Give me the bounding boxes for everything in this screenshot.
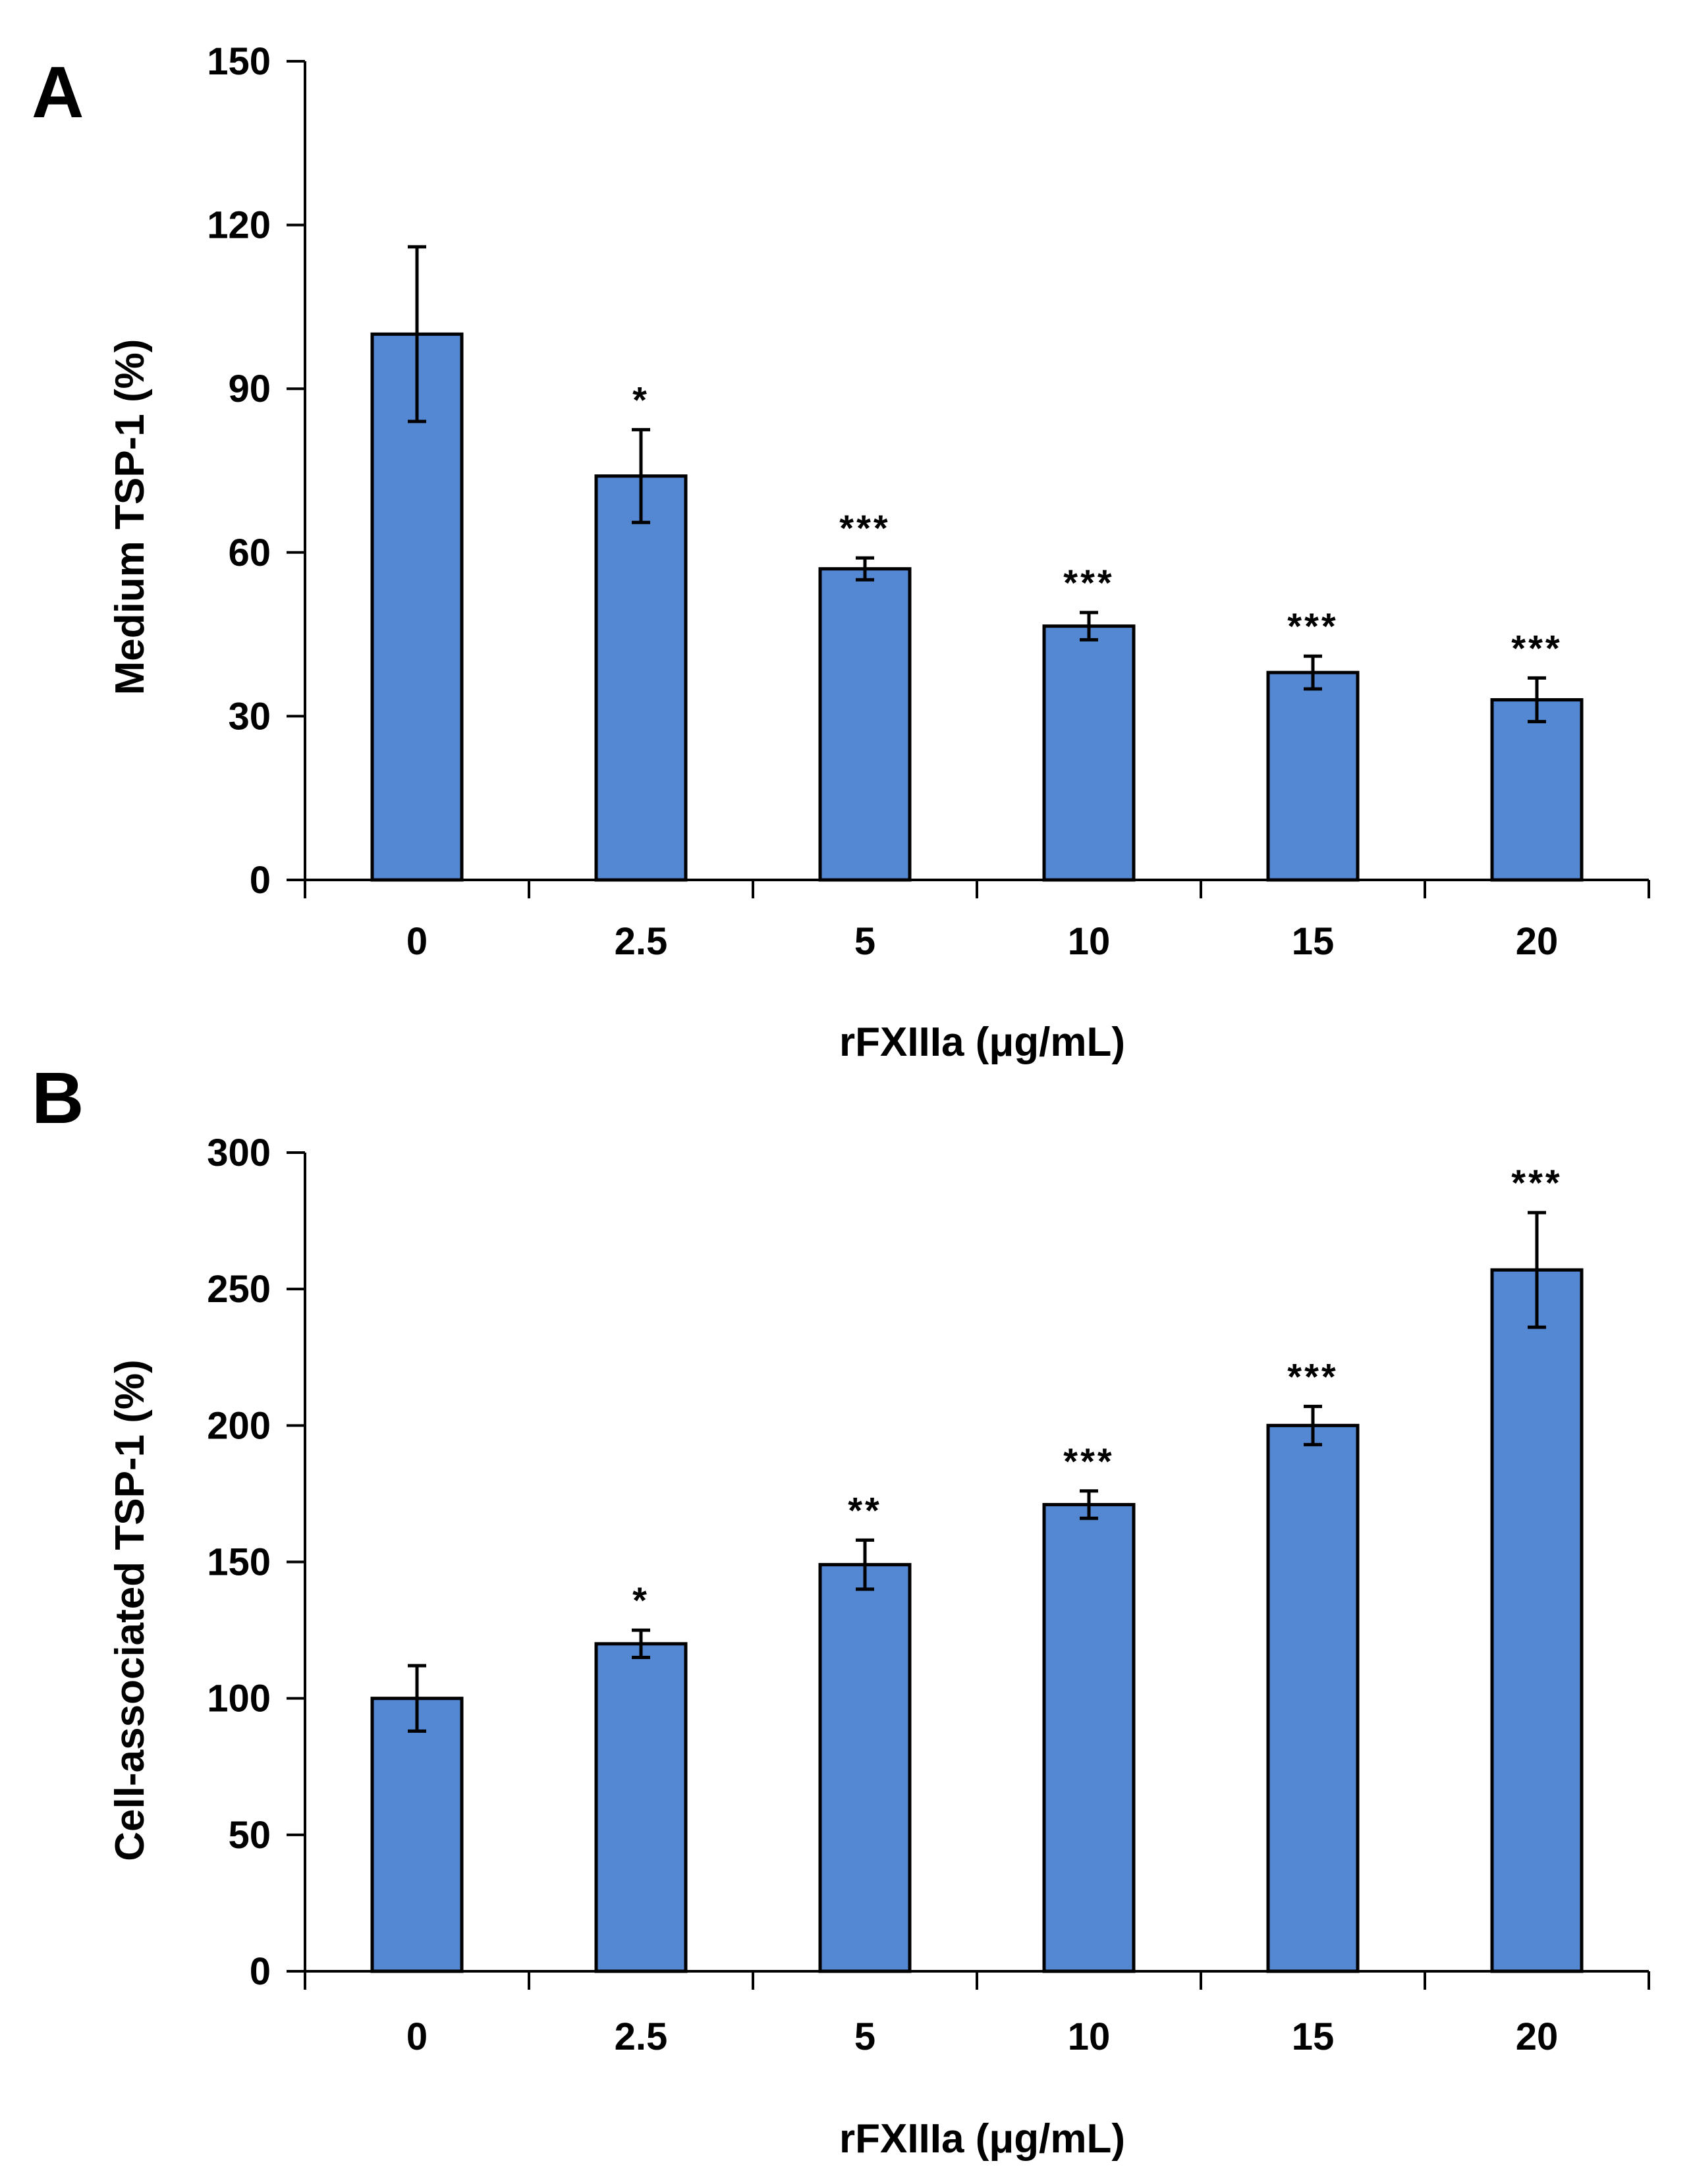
panel-b-chart: B Cell-associated TSP-1 (%) rFXIIIa (μg/… (32, 1058, 1650, 2162)
panel-a-x-tick-label: 15 (1292, 920, 1335, 963)
panel-b-x-tick-label: 5 (854, 2015, 875, 2058)
panel-b-letter: B (32, 1058, 84, 1139)
panel-b-significance-label: *** (1063, 1440, 1114, 1482)
panel-b-bar (1266, 1423, 1360, 1973)
panel-a-letter: A (32, 52, 84, 133)
panel-b-y-tick-label: 200 (207, 1404, 271, 1447)
panel-b-bar (594, 1642, 688, 1973)
panel-b-bar (1490, 1268, 1584, 1973)
panel-b-significance-label: * (632, 1579, 650, 1621)
panel-b-x-tick-label: 10 (1068, 2015, 1111, 2058)
panel-a-x-tick-label: 2.5 (615, 920, 668, 963)
panel-a-y-tick-label: 150 (207, 40, 271, 83)
panel-a-bar (1490, 698, 1584, 882)
panel-b-x-tick-label: 2.5 (615, 2015, 668, 2058)
panel-b-y-tick-label: 250 (207, 1268, 271, 1311)
panel-b-y-axis-title: Cell-associated TSP-1 (%) (107, 1359, 153, 1861)
panel-a-x-tick-label: 20 (1516, 920, 1559, 963)
panel-b-y-tick-label: 50 (228, 1814, 271, 1857)
panel-a-bar (1042, 624, 1136, 882)
panel-a-x-tick-label: 10 (1068, 920, 1111, 963)
panel-a-bar (818, 567, 912, 882)
panel-b-significance-label: *** (1511, 1162, 1562, 1203)
panel-a-y-tick-label: 60 (228, 532, 271, 574)
panel-a-significance-label: *** (1063, 562, 1114, 603)
panel-a-y-tick-label: 30 (228, 695, 271, 738)
panel-a-bar (594, 474, 688, 882)
panel-b-x-tick-label: 0 (406, 2015, 428, 2058)
panel-a-x-axis-title: rFXIIIa (μg/mL) (839, 1020, 1125, 1065)
panel-a-y-tick-label: 90 (228, 368, 271, 410)
panel-a-y-axis-title: Medium TSP-1 (%) (107, 339, 153, 696)
panel-b-y-tick-label: 100 (207, 1678, 271, 1720)
panel-b-bar (370, 1697, 464, 1973)
panel-a-y-tick-label: 120 (207, 204, 271, 247)
panel-a-significance-label: *** (839, 507, 890, 549)
panel-b-y-tick-label: 150 (207, 1541, 271, 1584)
panel-a-y-tick-label: 0 (250, 859, 271, 902)
panel-a-x-tick-label: 0 (406, 920, 428, 963)
panel-b-significance-label: *** (1287, 1355, 1338, 1397)
panel-b-y-tick-label: 300 (207, 1132, 271, 1174)
panel-a-x-tick-label: 5 (854, 920, 875, 963)
panel-b-bar (1042, 1502, 1136, 1973)
panel-b-bar (818, 1563, 912, 1973)
panel-a-significance-label: *** (1511, 627, 1562, 669)
panel-a-significance-label: *** (1287, 605, 1338, 647)
panel-b-x-tick-label: 20 (1516, 2015, 1559, 2058)
panel-a-bar (1266, 670, 1360, 882)
panel-b-y-tick-label: 0 (250, 1950, 271, 1993)
panel-b-x-tick-label: 15 (1292, 2015, 1335, 2058)
panel-a-chart: A Medium TSP-1 (%) rFXIIIa (μg/mL) 0 30 60… (32, 40, 1650, 1065)
panel-a-significance-label: * (632, 379, 650, 420)
panel-a-bar (370, 332, 464, 882)
panel-b-x-axis-title: rFXIIIa (μg/mL) (839, 2116, 1125, 2162)
panel-b-significance-label: ** (848, 1489, 882, 1531)
